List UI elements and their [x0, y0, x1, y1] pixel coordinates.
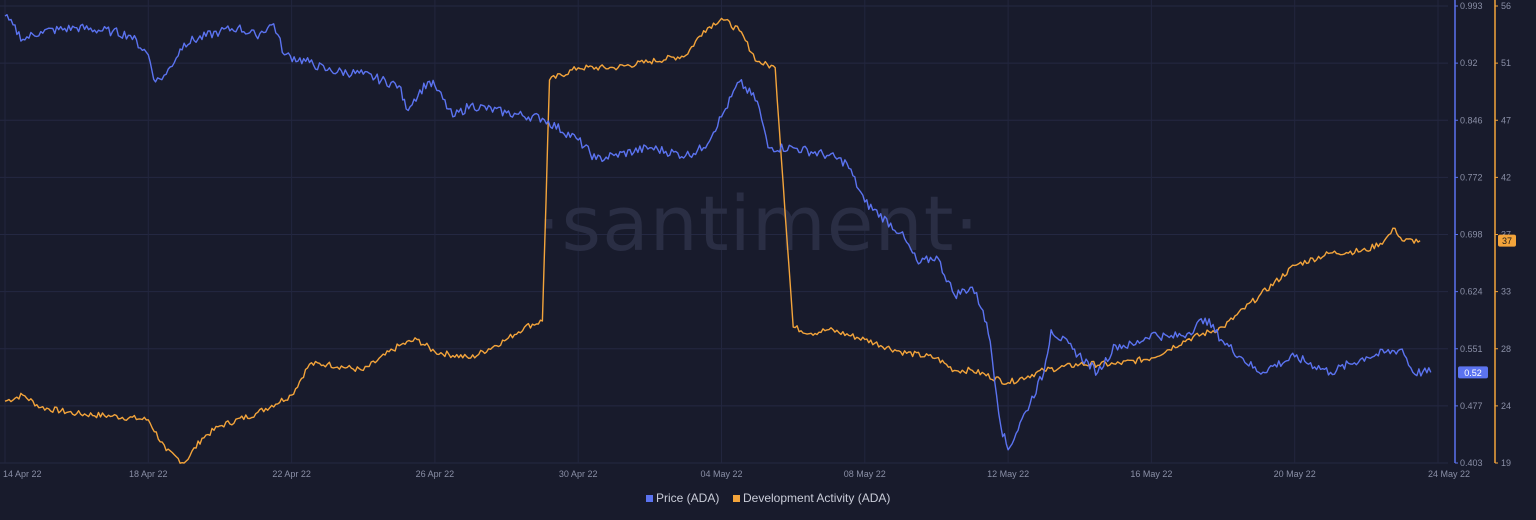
axes: 0.993 0.92 0.846 0.772 0.698 0.624 0.551 0.477 0…: [3, 0, 1516, 479]
y-left-tick-label: 0.772: [1460, 172, 1483, 182]
x-tick-label: 20 May 22: [1274, 469, 1316, 479]
series-line-price: [4, 14, 1432, 451]
y-right-tick-label: 28: [1501, 344, 1511, 354]
y-right-tick-label: 51: [1501, 58, 1511, 68]
y-left-tick-label: 0.92: [1460, 58, 1478, 68]
y-left-tick-label: 0.551: [1460, 344, 1483, 354]
x-tick-label: 08 May 22: [844, 469, 886, 479]
y-right-tick-label: 37: [1501, 230, 1511, 240]
dev-activity-last-value-badge: 37: [1502, 236, 1512, 246]
y-right-tick-label: 19: [1501, 458, 1511, 468]
x-tick-label: 22 Apr 22: [272, 469, 311, 479]
y-left-tick-label: 0.624: [1460, 287, 1483, 297]
price-last-value-badge-bg: [1458, 366, 1488, 379]
dev-activity-last-value-badge-bg: [1498, 234, 1516, 247]
series-layer: [4, 14, 1432, 464]
y-right-tick-label: 42: [1501, 172, 1511, 182]
legend-swatch: [646, 495, 653, 502]
legend-label: Price (ADA): [656, 491, 719, 505]
legend-swatch: [733, 495, 740, 502]
legend[interactable]: Price (ADA) Development Activity (ADA): [646, 491, 890, 505]
series-line-development-activity: [4, 17, 1421, 464]
santiment-watermark: ·santiment·: [536, 179, 979, 268]
y-right-tick-label: 56: [1501, 1, 1511, 11]
y-right-tick-label: 47: [1501, 115, 1511, 125]
x-tick-label: 14 Apr 22: [3, 469, 42, 479]
x-tick-label: 30 Apr 22: [559, 469, 598, 479]
y-left-tick-label: 0.993: [1460, 1, 1483, 11]
x-tick-label: 04 May 22: [700, 469, 742, 479]
y-left-tick-label: 0.403: [1460, 458, 1483, 468]
y-right-tick-label: 24: [1501, 401, 1511, 411]
legend-label: Development Activity (ADA): [743, 491, 890, 505]
y-left-tick-label: 0.846: [1460, 115, 1483, 125]
y-left-tick-label: 0.477: [1460, 401, 1483, 411]
x-tick-label: 18 Apr 22: [129, 469, 168, 479]
x-tick-label: 24 May 22: [1428, 469, 1470, 479]
legend-item[interactable]: Price (ADA): [646, 491, 719, 505]
x-tick-label: 16 May 22: [1130, 469, 1172, 479]
grid: [0, 0, 1448, 464]
y-left-tick-label: 0.698: [1460, 230, 1483, 240]
x-tick-label: 26 Apr 22: [416, 469, 455, 479]
x-tick-label: 12 May 22: [987, 469, 1029, 479]
price-last-value-badge: 0.52: [1464, 368, 1482, 378]
legend-item[interactable]: Development Activity (ADA): [733, 491, 890, 505]
y-right-tick-label: 33: [1501, 287, 1511, 297]
